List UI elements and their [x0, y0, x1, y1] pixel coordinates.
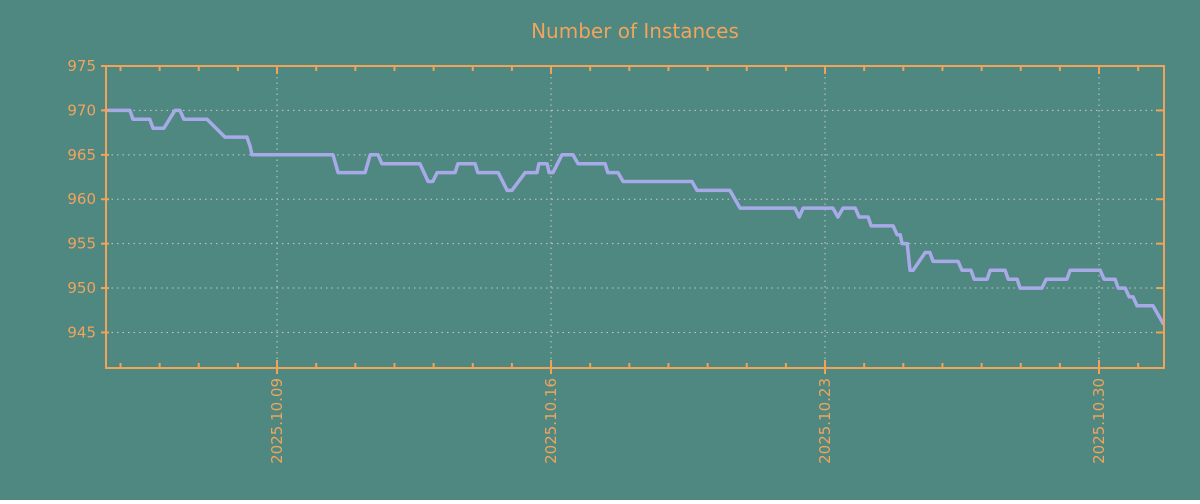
axis-ticks	[101, 65, 1164, 374]
x-tick-label: 2025.10.16	[542, 378, 560, 464]
y-tick-label: 955	[67, 235, 96, 253]
axes-frame	[105, 65, 1165, 369]
x-tick-label: 2025.10.30	[1090, 378, 1108, 464]
gridlines	[106, 66, 1164, 368]
y-tick-label: 945	[67, 323, 96, 341]
chart-title: Number of Instances	[531, 19, 739, 43]
instances-series-line	[104, 108, 1165, 326]
y-tick-label: 970	[67, 101, 96, 119]
y-tick-label: 965	[67, 146, 96, 164]
plot-frame	[105, 65, 1165, 369]
x-tick-label: 2025.10.23	[816, 378, 834, 464]
axis-labels: 945 950 955 960 965 970 975 2025.10.09 2025.10.1…	[67, 57, 1108, 464]
series-layer	[104, 108, 1165, 326]
y-tick-label: 960	[67, 190, 96, 208]
y-tick-label: 950	[67, 279, 96, 297]
y-tick-label: 975	[67, 57, 96, 75]
x-tick-label: 2025.10.09	[268, 378, 286, 464]
